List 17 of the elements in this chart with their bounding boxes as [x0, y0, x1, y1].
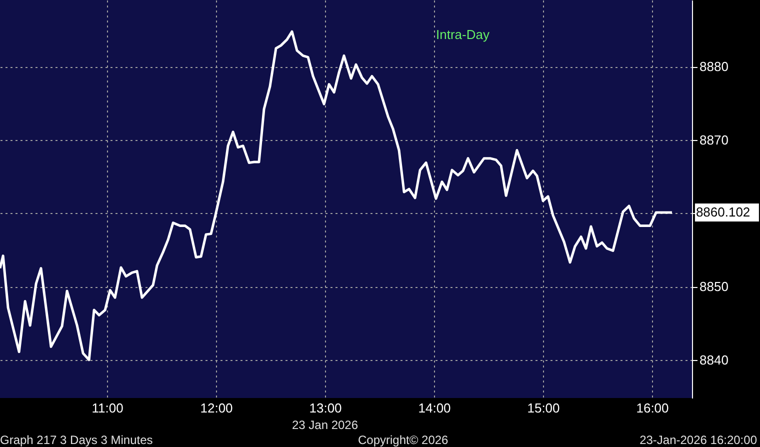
text: Intra-Day — [436, 27, 490, 42]
x-tick-label: 16:00 — [636, 400, 669, 416]
y-tick-label: 8840 — [700, 352, 728, 368]
x-tick-label: 13:00 — [309, 400, 342, 416]
x-tick-label: 11:00 — [92, 400, 124, 416]
y-tick-label: 8850 — [700, 279, 728, 294]
text: 23 Jan 2026 — [292, 418, 358, 432]
caption: Graph 217 3 Days 3 Minutes — [0, 433, 153, 447]
line-series — [0, 30, 674, 362]
x-tick-label: 15:00 — [527, 400, 560, 416]
annotation: 8860.102 — [696, 204, 750, 220]
y-tick-label: 8880 — [700, 59, 728, 74]
x-tick-label: 12:00 — [200, 400, 233, 416]
text: Copyright© 2026 — [358, 433, 449, 447]
y-tick-label: 8870 — [700, 132, 728, 148]
x-tick-label: 14:00 — [418, 400, 451, 416]
text: 23-Jan-2026 16:20:00 — [640, 433, 758, 447]
